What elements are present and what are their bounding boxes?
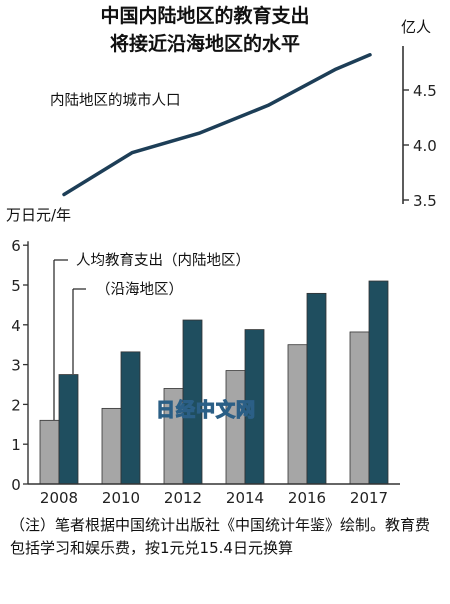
bar-inland [39, 419, 60, 485]
bar-y-tick-label: 2 [11, 396, 21, 414]
bar-inland [225, 370, 246, 485]
line-y-tick-label: 4.0 [413, 137, 437, 155]
line-y-axis-unit: 亿人 [401, 18, 431, 36]
bar-inland [287, 344, 308, 485]
legend-inland: 人均教育支出（内陆地区） [76, 252, 250, 269]
bar-y-tick-label: 4 [11, 317, 21, 335]
education-spending-bar-chart: 万日元/年 0 1 2 3 4 5 6 2008 2010 2012 2014 2016 2017 人… [6, 206, 400, 507]
bar-x-tick-label: 2016 [288, 489, 326, 507]
chart-figure: 中国内陆地区的教育支出 将接近沿海地区的水平 亿人 3.5 4.0 4.5 内陆地区… [6, 4, 437, 507]
bar-y-tick-label: 1 [11, 436, 21, 454]
bar-y-axis-unit: 万日元/年 [6, 206, 71, 224]
bar-coastal [368, 280, 389, 485]
chart-note: （注）笔者根据中国统计出版社《中国统计年鉴》绘制。教育费包括学习和娱乐费，按1元… [10, 516, 431, 557]
chart-title-line-1: 中国内陆地区的教育支出 [100, 4, 309, 27]
bar-x-tick-label: 2012 [164, 489, 202, 507]
population-line-chart: 亿人 3.5 4.0 4.5 内陆地区的城市人口 [50, 18, 437, 210]
bar-coastal [120, 351, 141, 485]
bar-coastal [58, 374, 79, 485]
watermark-logo: 日经中文网 [156, 398, 256, 421]
bar-x-tick-label: 2014 [226, 489, 264, 507]
bar-y-tick-label: 5 [11, 277, 21, 295]
population-series-label: 内陆地区的城市人口 [50, 92, 181, 109]
population-series-line [62, 53, 372, 197]
bar-x-tick-label: 2010 [102, 489, 140, 507]
bar-x-tick-label: 2017 [350, 489, 388, 507]
line-y-tick-label: 3.5 [413, 192, 437, 210]
chart-title-line-2: 将接近沿海地区的水平 [110, 32, 300, 55]
line-y-tick-label: 4.5 [413, 82, 437, 100]
bar-x-tick-label: 2008 [40, 489, 78, 507]
bar-inland [101, 407, 122, 485]
bar-y-tick-label: 6 [11, 237, 21, 255]
bar-y-tick-label: 0 [11, 476, 21, 494]
legend-coastal: （沿海地区） [96, 281, 183, 298]
bar-y-tick-label: 3 [11, 357, 21, 375]
bar-coastal [306, 292, 327, 485]
bar-inland [349, 331, 370, 485]
